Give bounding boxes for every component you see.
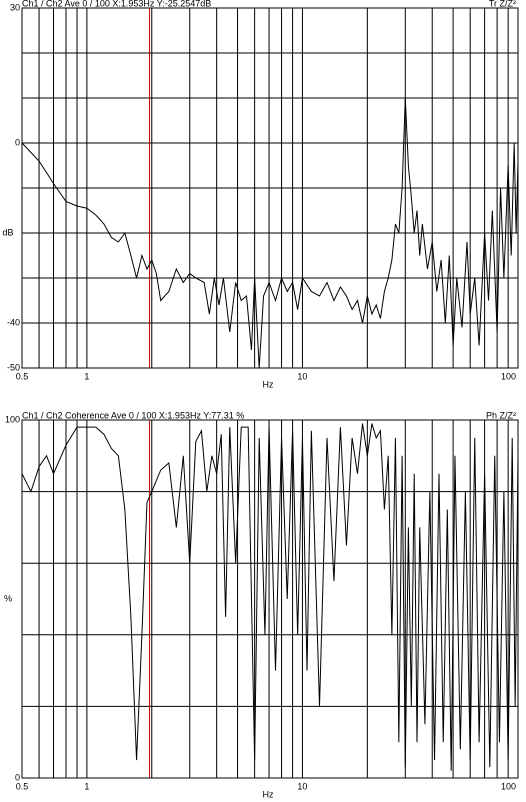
y-axis-label: dB: [2, 227, 13, 237]
y-axis-label: %: [4, 593, 12, 603]
data-line: [21, 97, 519, 369]
data-line: [21, 423, 519, 771]
header-right: Ph Z/Z²: [486, 410, 516, 420]
header-right: Tr Z/Z²: [489, 0, 516, 8]
y-tick-label: 0: [15, 772, 20, 782]
x-tick-label: 10: [297, 371, 307, 381]
y-tick-label: 100: [5, 414, 20, 424]
y-tick-label: -50: [7, 362, 20, 372]
x-axis-label: Hz: [263, 789, 274, 799]
x-tick-label: 0.5: [16, 371, 29, 381]
x-tick-label: 100: [501, 371, 516, 381]
x-tick-label: 0.5: [16, 781, 29, 791]
plot-frame: [21, 419, 519, 779]
x-tick-label: 100: [501, 781, 516, 791]
header-left: Ch1 / Ch2 Ave 0 / 100 X:1.953Hz Y:-25.25…: [22, 0, 211, 8]
header-left: Ch1 / Ch2 Coherence Ave 0 / 100 X:1.953H…: [22, 410, 244, 420]
x-axis-label: Hz: [263, 379, 274, 389]
y-tick-label: -40: [7, 317, 20, 327]
x-tick-label: 1: [84, 371, 89, 381]
x-tick-label: 1: [84, 781, 89, 791]
y-tick-label: 0: [15, 137, 20, 147]
y-tick-label: 30: [10, 2, 20, 12]
x-tick-label: 10: [297, 781, 307, 791]
plot-frame: [21, 7, 519, 369]
